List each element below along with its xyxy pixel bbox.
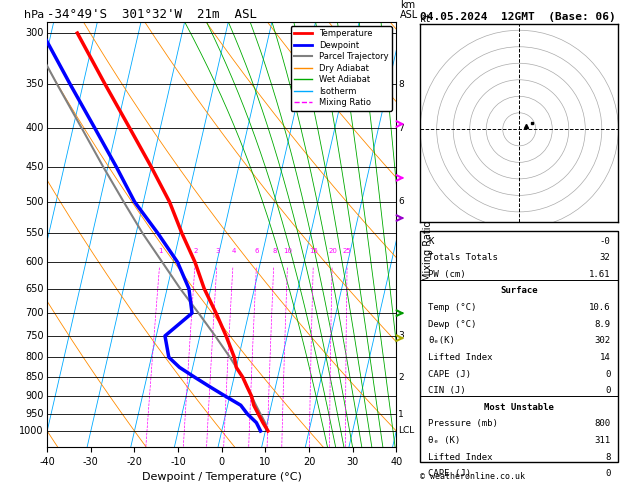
Text: Mixing Ratio (g/kg): Mixing Ratio (g/kg) <box>423 189 433 280</box>
Text: 600: 600 <box>25 257 43 267</box>
Text: CAPE (J): CAPE (J) <box>428 469 471 478</box>
Text: CIN (J): CIN (J) <box>428 386 465 395</box>
Text: 700: 700 <box>25 308 43 318</box>
Text: 20: 20 <box>328 248 337 254</box>
Text: 8: 8 <box>605 452 610 462</box>
Text: 32: 32 <box>599 253 610 262</box>
Text: 1: 1 <box>398 410 404 418</box>
Text: 15: 15 <box>309 248 318 254</box>
Text: 750: 750 <box>25 331 43 341</box>
Text: hPa: hPa <box>25 10 45 20</box>
Text: 550: 550 <box>25 228 43 239</box>
Text: kt: kt <box>420 14 432 24</box>
X-axis label: Dewpoint / Temperature (°C): Dewpoint / Temperature (°C) <box>142 472 302 483</box>
Text: 650: 650 <box>25 284 43 294</box>
Text: 302: 302 <box>594 336 610 346</box>
Text: CAPE (J): CAPE (J) <box>428 369 471 379</box>
Text: 311: 311 <box>594 436 610 445</box>
Text: 800: 800 <box>25 352 43 362</box>
Text: 14: 14 <box>599 353 610 362</box>
Text: 0: 0 <box>605 386 610 395</box>
Text: 850: 850 <box>25 372 43 382</box>
Text: θₑ(K): θₑ(K) <box>428 336 455 346</box>
Text: Totals Totals: Totals Totals <box>428 253 498 262</box>
Text: θₑ (K): θₑ (K) <box>428 436 460 445</box>
Legend: Temperature, Dewpoint, Parcel Trajectory, Dry Adiabat, Wet Adiabat, Isotherm, Mi: Temperature, Dewpoint, Parcel Trajectory… <box>291 26 392 111</box>
Text: Lifted Index: Lifted Index <box>428 353 493 362</box>
Text: Temp (°C): Temp (°C) <box>428 303 477 312</box>
Text: 900: 900 <box>25 391 43 401</box>
Text: 7: 7 <box>398 123 404 133</box>
Text: 400: 400 <box>25 123 43 133</box>
Text: 2: 2 <box>398 373 404 382</box>
Text: 6: 6 <box>398 197 404 207</box>
Text: 300: 300 <box>25 28 43 38</box>
Text: 800: 800 <box>594 419 610 429</box>
Text: 10.6: 10.6 <box>589 303 610 312</box>
Text: K: K <box>428 237 433 245</box>
Text: 8: 8 <box>398 80 404 88</box>
Text: -34°49'S  301°32'W  21m  ASL: -34°49'S 301°32'W 21m ASL <box>47 8 257 21</box>
Text: 0: 0 <box>605 469 610 478</box>
Text: 500: 500 <box>25 197 43 207</box>
Text: PW (cm): PW (cm) <box>428 270 465 279</box>
Text: © weatheronline.co.uk: © weatheronline.co.uk <box>420 472 525 481</box>
Text: 25: 25 <box>343 248 352 254</box>
Text: Most Unstable: Most Unstable <box>484 403 554 412</box>
Text: 4: 4 <box>231 248 236 254</box>
Text: 1000: 1000 <box>19 426 43 436</box>
Text: km
ASL: km ASL <box>400 0 418 20</box>
Text: 1.61: 1.61 <box>589 270 610 279</box>
Text: 450: 450 <box>25 162 43 172</box>
Text: 950: 950 <box>25 409 43 419</box>
Text: 0: 0 <box>605 369 610 379</box>
Text: 10: 10 <box>284 248 292 254</box>
Text: Pressure (mb): Pressure (mb) <box>428 419 498 429</box>
Text: 2: 2 <box>194 248 198 254</box>
Text: 8.9: 8.9 <box>594 320 610 329</box>
Text: 3: 3 <box>216 248 220 254</box>
Text: 3: 3 <box>398 331 404 340</box>
Text: 6: 6 <box>255 248 259 254</box>
Text: LCL: LCL <box>398 427 415 435</box>
Text: Surface: Surface <box>501 286 538 295</box>
Text: 350: 350 <box>25 79 43 89</box>
Text: 04.05.2024  12GMT  (Base: 06): 04.05.2024 12GMT (Base: 06) <box>420 12 616 22</box>
Text: -0: -0 <box>599 237 610 245</box>
Text: 1: 1 <box>159 248 163 254</box>
Text: 8: 8 <box>272 248 277 254</box>
Text: Dewp (°C): Dewp (°C) <box>428 320 477 329</box>
Text: Lifted Index: Lifted Index <box>428 452 493 462</box>
